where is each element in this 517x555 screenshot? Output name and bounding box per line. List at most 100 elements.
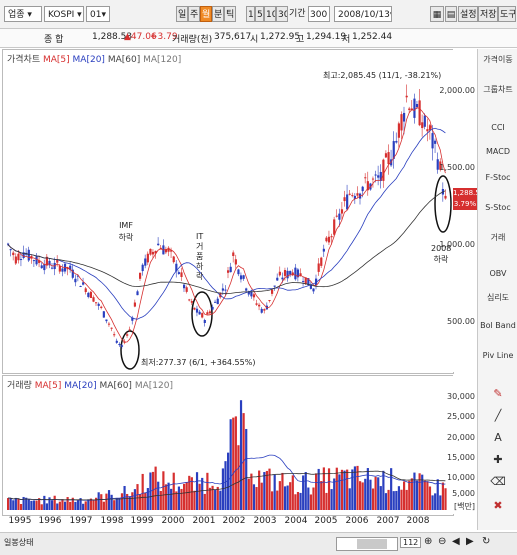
text-tool-icon[interactable]: A <box>494 431 502 444</box>
volume-bar <box>232 417 235 510</box>
volume-bar <box>361 482 364 510</box>
market-select[interactable]: 업종 ▾ <box>4 6 42 22</box>
sidebar-item-cci[interactable]: CCI <box>491 123 505 132</box>
refresh-icon[interactable]: ↻ <box>482 536 491 547</box>
next-icon[interactable]: ▶ <box>466 536 474 547</box>
price-candle <box>172 256 175 263</box>
price-candle <box>216 298 219 305</box>
volume-bar <box>208 487 212 510</box>
period-button-month[interactable]: 월 <box>200 6 212 22</box>
period-button-day[interactable]: 일 <box>176 6 188 22</box>
volume-bar <box>216 486 219 510</box>
price-candle <box>338 213 341 220</box>
period-button-minute[interactable]: 분 <box>212 6 224 22</box>
price-candle <box>203 319 206 324</box>
bars-icon[interactable]: ▤ <box>445 6 457 22</box>
type-select[interactable]: 01▾ <box>86 6 110 22</box>
volume-bar <box>278 481 281 510</box>
period-button-tick[interactable]: 틱 <box>224 6 236 22</box>
volume-bar <box>27 499 30 510</box>
cross-tool-icon[interactable]: ✚ <box>493 453 503 466</box>
x-tick: 2003 <box>253 516 277 526</box>
interval-button-5[interactable]: 5 <box>255 6 264 22</box>
volume-bar <box>237 445 240 510</box>
volume-bar <box>351 469 354 510</box>
price-candle <box>255 303 258 305</box>
sidebar-item-macd[interactable]: MACD <box>486 147 510 156</box>
sidebar-item-obv[interactable]: OBV <box>489 269 507 278</box>
horizontal-scrollbar[interactable] <box>336 537 398 551</box>
sidebar-item-pivot[interactable]: Piv Line <box>482 351 514 360</box>
x-tick: 1995 <box>8 516 32 526</box>
volume-bar <box>421 474 424 510</box>
volume-ma20-label: MA[20] <box>64 381 97 391</box>
price-candle <box>188 299 191 301</box>
price-candle <box>431 133 434 149</box>
status-label: 일봉상태 <box>4 538 34 547</box>
price-candle <box>289 270 292 275</box>
price-ma120-label: MA[120] <box>143 55 182 65</box>
grid-icon[interactable]: ▦ <box>430 6 444 22</box>
line-tool-icon[interactable]: ╱ <box>494 409 502 422</box>
sidebar-item-price-move[interactable]: 가격이동 <box>483 55 513 64</box>
sidebar-item-group-chart[interactable]: 그룹차트 <box>483 85 513 94</box>
pencil-icon[interactable]: ✎ <box>493 387 503 400</box>
open-label: 시 <box>250 35 259 45</box>
price-ma60-label: MA[60] <box>107 55 141 65</box>
scrollbar-thumb[interactable] <box>357 539 387 549</box>
prev-icon[interactable]: ◀ <box>452 536 460 547</box>
sidebar-item-s-stoc[interactable]: S-Stoc <box>485 203 511 212</box>
sidebar-item-bollinger[interactable]: Bol Band <box>480 321 516 330</box>
zoom-in-icon[interactable]: ⊕ <box>424 536 433 547</box>
sidebar-item-psychology[interactable]: 심리도 <box>486 293 510 302</box>
sidebar-item-f-stoc[interactable]: F-Stoc <box>485 173 511 182</box>
delete-icon[interactable]: ✖ <box>493 499 503 512</box>
price-candle <box>51 267 54 269</box>
price-candle <box>413 98 416 118</box>
volume-bar <box>113 500 116 510</box>
price-candle <box>167 247 170 252</box>
volume-bar <box>304 472 307 510</box>
period-button-week[interactable]: 주 <box>188 6 200 22</box>
price-candle <box>434 140 437 144</box>
volume-bar <box>84 501 87 510</box>
volume-bar <box>250 473 253 510</box>
volume-bar <box>340 469 344 510</box>
volume-bar <box>348 488 351 510</box>
volume-bar <box>227 452 230 510</box>
volume-bar <box>333 478 336 510</box>
volume-bar <box>12 500 15 510</box>
volume-chart-panel[interactable]: 거래량 MA[5] MA[20] MA[60] MA[120] <box>2 375 454 516</box>
price-candle <box>144 258 147 266</box>
price-chart-panel[interactable]: 가격차트 MA[5] MA[20] MA[60] MA[120] 최고:2,08… <box>2 49 454 374</box>
volume-bar <box>315 473 318 510</box>
price-candle <box>128 329 131 331</box>
date-input[interactable]: 2008/10/13▾ <box>334 6 392 22</box>
eraser-icon[interactable]: ⌫ <box>490 475 506 488</box>
zoom-out-icon[interactable]: ⊖ <box>438 536 447 547</box>
interval-button-30[interactable]: 30 <box>276 6 288 22</box>
index-select[interactable]: KOSPI ▾ <box>44 6 84 22</box>
period-input[interactable]: 300 <box>308 6 330 22</box>
zoom-input[interactable]: 112 <box>400 537 422 548</box>
price-candle <box>263 309 266 311</box>
save-button[interactable]: 저장 <box>478 6 498 22</box>
price-candle <box>356 193 359 196</box>
volume-bar <box>247 478 250 510</box>
settings-button[interactable]: 설정 <box>458 6 478 22</box>
volume-bar <box>428 486 432 510</box>
interval-button-1[interactable]: 1 <box>246 6 255 22</box>
volume-bar <box>22 496 25 510</box>
interval-button-10[interactable]: 10 <box>264 6 276 22</box>
volume-bar <box>263 472 266 510</box>
price-candle <box>201 313 204 318</box>
price-candle <box>384 153 388 158</box>
tools-button[interactable]: 도구 <box>498 6 516 22</box>
volume-bar <box>164 484 168 510</box>
volume-bar <box>395 490 398 510</box>
volume-bar <box>221 468 225 510</box>
price-candle <box>151 251 155 255</box>
sidebar-item-volume[interactable]: 거래 <box>490 233 506 242</box>
volume-bar <box>172 472 175 510</box>
price-candle <box>283 270 287 276</box>
